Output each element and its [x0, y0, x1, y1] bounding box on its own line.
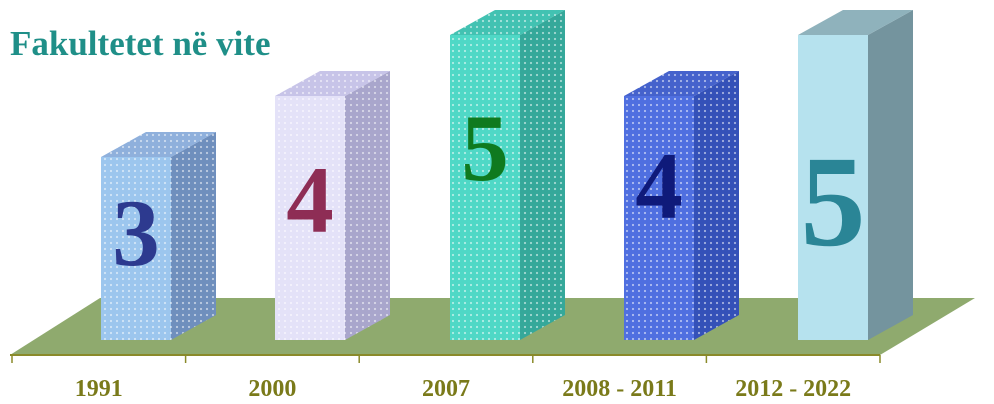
bar-2012-2022 — [798, 35, 868, 340]
bar-top-2008-2011 — [624, 71, 739, 96]
bar-top-1991 — [101, 132, 216, 157]
bar-top-2000 — [275, 71, 390, 96]
data-label: 5 — [801, 130, 866, 274]
category-label: 2008 - 2011 — [562, 376, 677, 402]
chart-title: Fakultetet në vite — [10, 24, 271, 63]
data-label: 3 — [112, 180, 160, 286]
bar-2007 — [450, 35, 520, 340]
bar-side-2000 — [345, 71, 390, 340]
category-label: 1991 — [75, 376, 123, 402]
data-label: 4 — [286, 147, 334, 253]
bar-2008-2011 — [624, 96, 694, 340]
data-label: 5 — [461, 95, 509, 201]
category-label: 2007 — [422, 376, 470, 402]
bar-side-2007 — [520, 10, 565, 340]
category-label: 2000 — [248, 376, 296, 402]
bar-top-2012-2022 — [798, 10, 913, 35]
bar-side-1991 — [171, 132, 216, 340]
bar-side-2012-2022 — [868, 10, 913, 340]
data-label: 4 — [635, 133, 683, 239]
bar-top-2007 — [450, 10, 565, 35]
category-label: 2012 - 2022 — [735, 376, 851, 402]
bar-side-2008-2011 — [694, 71, 739, 340]
bar-2000 — [275, 96, 345, 340]
bar-1991 — [101, 157, 171, 340]
